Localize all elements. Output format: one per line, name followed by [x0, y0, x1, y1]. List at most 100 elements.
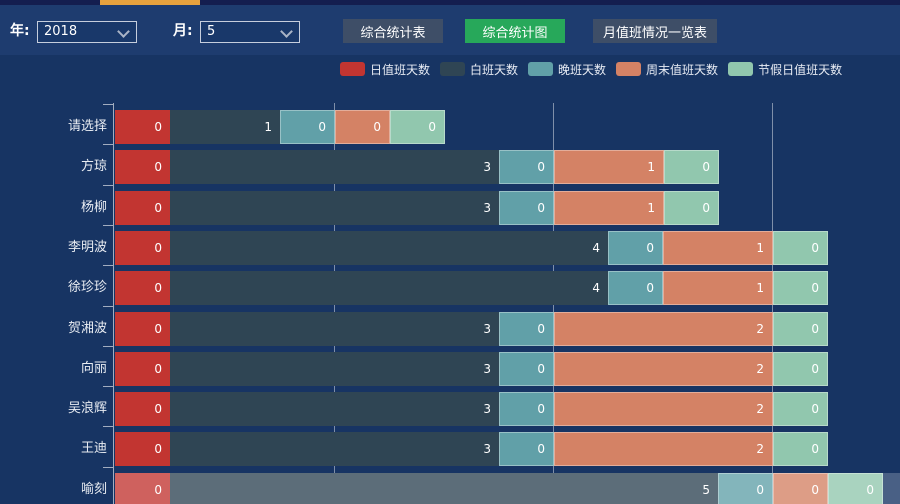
top-strip — [0, 0, 900, 5]
bar-row: 吴浪辉 0 3 0 2 0 — [0, 392, 900, 426]
bar-segment-series-4[interactable]: 0 — [773, 392, 828, 426]
year-select-value: 2018 — [44, 24, 78, 39]
bar-segment-series-2[interactable]: 0 — [280, 110, 335, 144]
bar-segment-series-1[interactable]: 4 — [170, 231, 608, 265]
legend-swatch-icon — [440, 62, 466, 76]
bar-segment-series-1[interactable]: 3 — [170, 352, 499, 386]
bar-segment-series-3[interactable]: 1 — [554, 150, 664, 184]
bar-row: 杨柳 0 3 0 1 0 — [0, 191, 900, 225]
bar-segment-series-4[interactable]: 0 — [773, 312, 828, 346]
bar-segment-series-4[interactable]: 0 — [773, 271, 828, 305]
toolbar: 年: 2018 月: 5 综合统计表 综合统计图 月值班情况一览表 — [0, 5, 900, 55]
segment-value: 3 — [483, 402, 491, 416]
bar-segment-series-2[interactable]: 0 — [499, 432, 554, 466]
top-accent-bar — [100, 0, 200, 5]
segment-value: 2 — [756, 322, 764, 336]
segment-value: 0 — [537, 362, 545, 376]
segment-value: 0 — [811, 402, 819, 416]
bar-segment-series-4[interactable]: 0 — [664, 150, 719, 184]
bar-segment-series-4[interactable]: 0 — [773, 231, 828, 265]
y-axis-tick — [103, 386, 113, 387]
month-select[interactable]: 5 — [200, 21, 300, 43]
segment-value: 0 — [646, 281, 654, 295]
segment-value: 0 — [537, 442, 545, 456]
segment-value: 0 — [154, 120, 162, 134]
bar-segment-series-0[interactable]: 0 — [115, 312, 170, 346]
bar-segment-series-3[interactable]: 1 — [663, 271, 773, 305]
legend-swatch-icon — [616, 62, 642, 76]
category-label: 徐珍珍 — [67, 280, 107, 295]
y-axis-line — [113, 103, 114, 504]
bar-segment-series-4[interactable]: 0 — [664, 191, 719, 225]
bar-segment-series-0[interactable]: 0 — [115, 231, 170, 265]
bar-segment-series-3[interactable]: 2 — [554, 352, 773, 386]
bar-segment-series-3[interactable]: 1 — [663, 231, 773, 265]
category-label: 贺湘波 — [67, 321, 107, 336]
bar-row: 贺湘波 0 3 0 2 0 — [0, 312, 900, 346]
bar-segments: 0 4 0 1 0 — [115, 231, 828, 265]
bar-segment-series-2[interactable]: 0 — [608, 271, 663, 305]
bar-segments: 0 3 0 2 0 — [115, 392, 828, 426]
bar-segment-series-1[interactable]: 4 — [170, 271, 608, 305]
bar-segment-series-0[interactable]: 0 — [115, 150, 170, 184]
legend-label: 节假日值班天数 — [758, 62, 843, 77]
bar-segment-series-1[interactable]: 3 — [170, 150, 499, 184]
bar-segment-series-0[interactable]: 0 — [115, 392, 170, 426]
bar-segment-series-2[interactable]: 0 — [499, 392, 554, 426]
legend-item-2[interactable]: 晚班天数 — [528, 61, 606, 78]
segment-value: 0 — [154, 281, 162, 295]
legend-swatch-icon — [728, 62, 754, 76]
bar-segment-series-2[interactable]: 0 — [499, 191, 554, 225]
bar-segments: 0 3 0 2 0 — [115, 432, 828, 466]
legend-label: 周末值班天数 — [646, 62, 719, 77]
year-select[interactable]: 2018 — [37, 21, 137, 43]
legend-item-3[interactable]: 周末值班天数 — [616, 61, 718, 78]
bar-segment-series-1[interactable]: 3 — [170, 191, 499, 225]
y-axis-tick — [103, 185, 113, 186]
bar-segment-series-0[interactable]: 0 — [115, 352, 170, 386]
bar-segment-series-4[interactable]: 0 — [773, 352, 828, 386]
bar-segment-series-3[interactable]: 2 — [554, 432, 773, 466]
bar-segment-series-1[interactable]: 3 — [170, 432, 499, 466]
bar-segment-series-2[interactable]: 0 — [499, 312, 554, 346]
bar-segment-series-2[interactable]: 0 — [718, 473, 773, 504]
segment-value: 0 — [154, 362, 162, 376]
bar-segment-series-3[interactable]: 2 — [554, 312, 773, 346]
segment-value: 0 — [154, 402, 162, 416]
bar-segment-series-2[interactable]: 0 — [499, 150, 554, 184]
bar-segment-series-0[interactable]: 0 — [115, 271, 170, 305]
bar-segment-series-1[interactable]: 1 — [170, 110, 280, 144]
bar-segment-series-0[interactable]: 0 — [115, 473, 170, 504]
bar-segments: 0 3 0 1 0 — [115, 191, 719, 225]
bar-segments: 0 5 0 0 0 — [115, 473, 883, 504]
bar-segment-series-3[interactable]: 2 — [554, 392, 773, 426]
bar-segment-series-2[interactable]: 0 — [499, 352, 554, 386]
bar-segment-series-1[interactable]: 5 — [170, 473, 718, 504]
category-label: 喻刻 — [80, 482, 107, 497]
bar-segment-series-4[interactable]: 0 — [828, 473, 883, 504]
bar-segment-series-3[interactable]: 1 — [554, 191, 664, 225]
bar-segment-series-0[interactable]: 0 — [115, 110, 170, 144]
segment-value: 0 — [866, 483, 874, 497]
bar-segment-series-0[interactable]: 0 — [115, 191, 170, 225]
year-label: 年: — [10, 23, 30, 39]
segment-value: 0 — [154, 322, 162, 336]
segment-value: 0 — [646, 241, 654, 255]
bar-segment-series-4[interactable]: 0 — [773, 432, 828, 466]
legend-item-0[interactable]: 日值班天数 — [340, 61, 430, 78]
monthly-duty-overview-button[interactable]: 月值班情况一览表 — [593, 19, 717, 43]
legend-item-4[interactable]: 节假日值班天数 — [728, 61, 842, 78]
legend-item-1[interactable]: 白班天数 — [440, 61, 518, 78]
bar-segment-series-1[interactable]: 3 — [170, 312, 499, 346]
stats-table-button[interactable]: 综合统计表 — [343, 19, 443, 43]
stats-chart-button[interactable]: 综合统计图 — [465, 19, 565, 43]
bar-segment-series-0[interactable]: 0 — [115, 432, 170, 466]
category-label: 杨柳 — [80, 200, 107, 215]
bar-segment-series-4[interactable]: 0 — [390, 110, 445, 144]
y-axis-tick — [103, 346, 113, 347]
bar-row: 请选择 0 1 0 0 0 — [0, 110, 900, 144]
bar-segment-series-3[interactable]: 0 — [335, 110, 390, 144]
bar-segment-series-2[interactable]: 0 — [608, 231, 663, 265]
bar-segment-series-1[interactable]: 3 — [170, 392, 499, 426]
bar-segment-series-3[interactable]: 0 — [773, 473, 828, 504]
